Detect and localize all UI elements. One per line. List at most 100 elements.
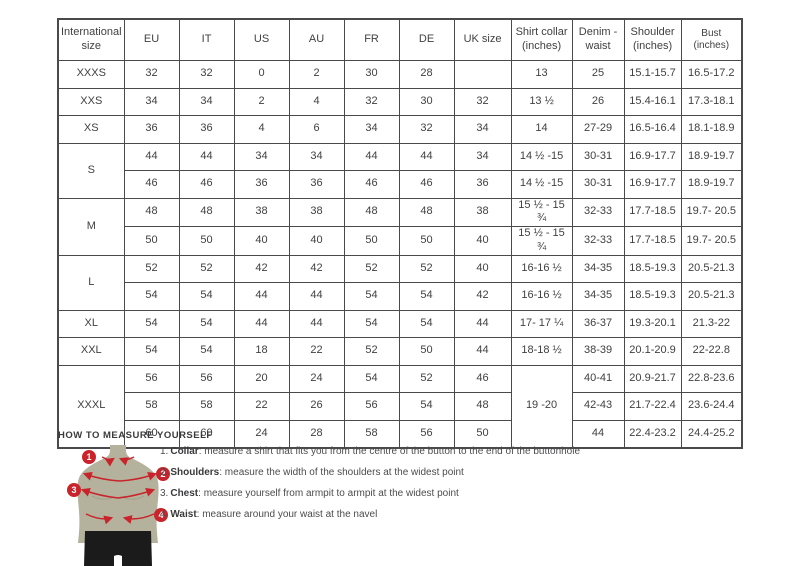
step-number: 2. bbox=[160, 467, 169, 478]
column-header: UK size bbox=[453, 18, 512, 61]
size-label-xxxl: XXXL bbox=[57, 364, 125, 449]
column-header: EU bbox=[123, 18, 180, 61]
size-cell: 54 bbox=[398, 309, 455, 338]
step-text: : measure yourself from armpit to armpit… bbox=[198, 488, 459, 499]
table-row: XXL 54 54 18 22 52 50 44 18-18 ½ 38-39 20.1-20.9 22… bbox=[57, 337, 743, 366]
size-cell: 38 bbox=[288, 197, 345, 227]
size-cell: 24.4-25.2 bbox=[680, 419, 743, 449]
size-cell: 32 bbox=[398, 115, 455, 144]
size-cell: 32 bbox=[453, 87, 512, 116]
table-row: 60 60 24 28 58 56 50 44 22.4-23.2 24.4-25.2 bbox=[58, 419, 743, 449]
size-cell: 20.1-20.9 bbox=[623, 337, 682, 366]
svg-text:1: 1 bbox=[86, 452, 91, 462]
size-cell: 16-16 ½ bbox=[510, 282, 573, 311]
size-cell: 56 bbox=[123, 364, 180, 393]
size-cell: 36 bbox=[288, 170, 345, 199]
size-cell: 52 bbox=[398, 254, 455, 283]
size-cell: 18.9-19.7 bbox=[680, 142, 743, 171]
size-cell: 52 bbox=[343, 254, 400, 283]
table-row: L 52 52 42 42 52 52 40 16-16 ½ 34-35 18.5-19.3 20.5… bbox=[57, 254, 743, 311]
size-cell: 18 bbox=[233, 337, 290, 366]
size-cell: 48 bbox=[453, 392, 512, 421]
size-cell: 50 bbox=[398, 337, 455, 366]
size-cell: 54 bbox=[343, 282, 400, 311]
step-number: 4. bbox=[160, 509, 169, 520]
svg-text:3: 3 bbox=[71, 485, 76, 495]
column-header: US bbox=[233, 18, 290, 61]
size-cell: 18-18 ½ bbox=[510, 337, 573, 366]
measure-heading: HOW TO MEASURE YOURSELF bbox=[58, 430, 213, 441]
size-cell: 13 bbox=[510, 60, 573, 89]
size-cell: 15.4-16.1 bbox=[623, 87, 682, 116]
size-cell: 50 bbox=[343, 226, 400, 256]
size-cell: 46 bbox=[453, 364, 512, 393]
size-cell: 54 bbox=[343, 364, 400, 393]
size-cell: 54 bbox=[123, 337, 180, 366]
size-cell: 44 bbox=[233, 282, 290, 311]
table-row: 46 46 36 36 46 46 36 14 ½ -15 30-31 16.9-17.7 18.9… bbox=[58, 170, 743, 199]
size-cell: 18.1-18.9 bbox=[680, 115, 743, 144]
size-cell: 4 bbox=[288, 87, 345, 116]
size-cell: 40-41 bbox=[571, 364, 625, 393]
size-cell: 32 bbox=[178, 60, 235, 89]
size-cell: 36 bbox=[233, 170, 290, 199]
table-row: M 48 48 38 38 48 48 38 15 ½ - 15 ¾ 32-33 17.7-18.5… bbox=[57, 197, 743, 256]
size-cell: 20.5-21.3 bbox=[680, 254, 743, 283]
size-cell: 30-31 bbox=[571, 142, 625, 171]
measure-step-shoulders: 2. Shoulders: measure the width of the sh… bbox=[160, 462, 580, 483]
column-header: Denim - waist bbox=[571, 18, 625, 61]
column-header: Shoulder (inches) bbox=[623, 18, 682, 61]
column-header: DE bbox=[398, 18, 455, 61]
size-cell: 60 bbox=[178, 419, 235, 449]
size-cell: 50 bbox=[178, 226, 235, 256]
size-cell: 44 bbox=[288, 282, 345, 311]
measure-steps: 1. Collar: measure a shirt that fits you … bbox=[160, 441, 580, 525]
size-cell: 17.7-18.5 bbox=[623, 197, 682, 227]
size-cell: 14 ½ -15 bbox=[510, 142, 573, 171]
table-row: XL 54 54 44 44 54 54 44 17- 17 ¼ 36-37 19.3-20.1 21… bbox=[57, 309, 743, 338]
table-row: XXXL 56 56 20 24 54 52 46 19 -20 40-41 20.9-21.7 22… bbox=[57, 364, 743, 449]
svg-text:2: 2 bbox=[160, 469, 165, 479]
size-cell: 30-31 bbox=[571, 170, 625, 199]
column-header: FR bbox=[343, 18, 400, 61]
size-cell: 52 bbox=[178, 254, 235, 283]
size-cell: 44 bbox=[178, 142, 235, 171]
size-cell: 56 bbox=[178, 364, 235, 393]
size-cell: 34 bbox=[453, 115, 512, 144]
size-cell: 58 bbox=[123, 392, 180, 421]
table-row: XXS 34 34 2 4 32 30 32 13 ½ 26 15.4-16.1 17.3-18.1 bbox=[57, 87, 743, 116]
size-cell: 54 bbox=[398, 392, 455, 421]
column-header: Shirt collar (inches) bbox=[510, 18, 573, 61]
size-cell: 15.1-15.7 bbox=[623, 60, 682, 89]
size-cell: 44 bbox=[343, 142, 400, 171]
size-cell: 40 bbox=[453, 254, 512, 283]
size-cell: 22.8-23.6 bbox=[680, 364, 743, 393]
size-cell: 2 bbox=[233, 87, 290, 116]
size-cell: 40 bbox=[288, 226, 345, 256]
size-cell: 40 bbox=[233, 226, 290, 256]
size-label-s: S bbox=[57, 142, 125, 199]
size-cell: 21.7-22.4 bbox=[623, 392, 682, 421]
size-cell: 17- 17 ¼ bbox=[510, 309, 573, 338]
marker-4: 4 bbox=[154, 508, 168, 522]
size-cell: 26 bbox=[288, 392, 345, 421]
size-label-xl: XL bbox=[57, 309, 125, 338]
size-cell: 17.3-18.1 bbox=[680, 87, 743, 116]
size-cell: 32-33 bbox=[571, 226, 625, 256]
size-cell: 48 bbox=[398, 197, 455, 227]
size-cell: 46 bbox=[178, 170, 235, 199]
size-cell: 34 bbox=[453, 142, 512, 171]
size-cell: 42 bbox=[453, 282, 512, 311]
measurement-arrows bbox=[80, 456, 158, 525]
size-cell: 23.6-24.4 bbox=[680, 392, 743, 421]
size-cell: 16.9-17.7 bbox=[623, 170, 682, 199]
size-cell: 26 bbox=[571, 87, 625, 116]
size-cell: 34 bbox=[178, 87, 235, 116]
size-cell: 28 bbox=[398, 60, 455, 89]
size-cell: 42 bbox=[233, 254, 290, 283]
size-cell: 14 bbox=[510, 115, 573, 144]
size-cell: 48 bbox=[178, 197, 235, 227]
size-cell: 18.5-19.3 bbox=[623, 282, 682, 311]
size-label-l: L bbox=[57, 254, 125, 311]
size-cell: 44 bbox=[123, 142, 180, 171]
